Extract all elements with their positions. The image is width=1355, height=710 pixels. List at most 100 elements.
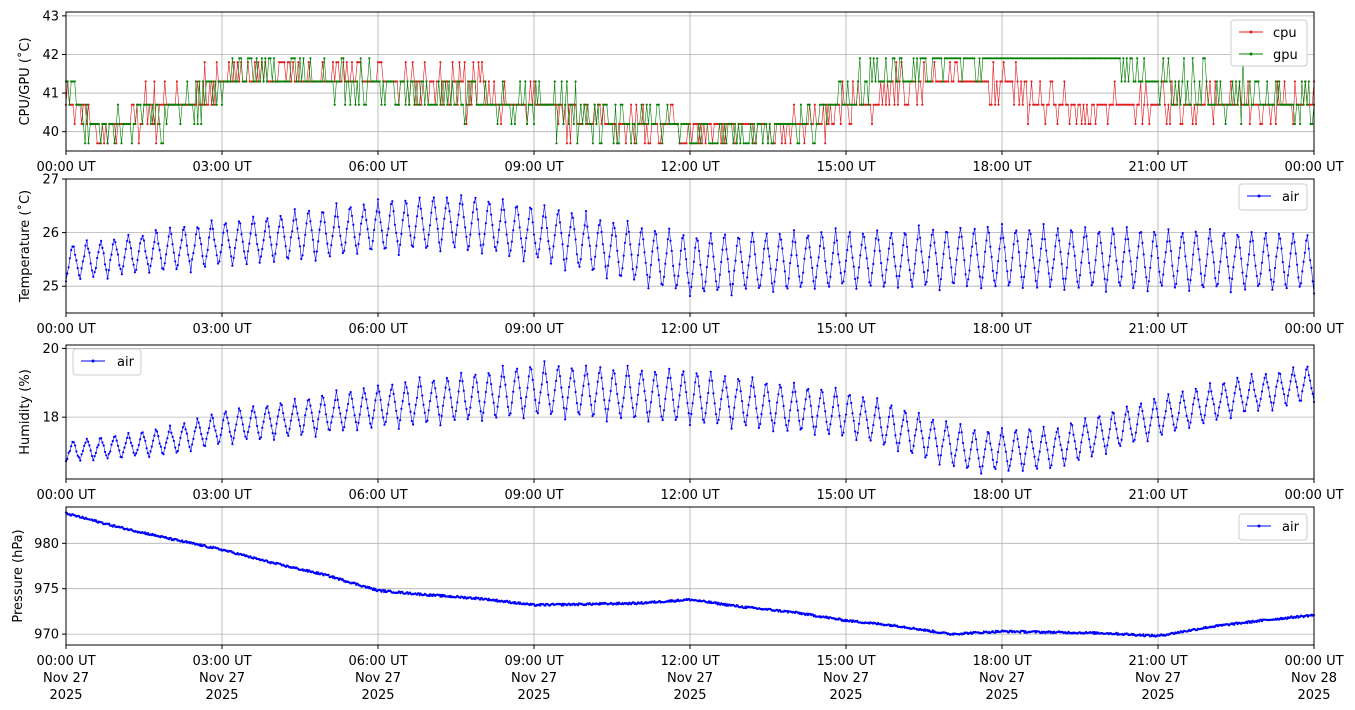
data-point <box>1216 282 1219 286</box>
data-point <box>293 80 296 83</box>
data-point <box>709 142 712 145</box>
data-point <box>1208 80 1212 83</box>
data-point <box>714 413 718 416</box>
data-point <box>1049 80 1052 83</box>
data-point <box>1073 440 1076 443</box>
data-point <box>114 241 117 244</box>
data-point <box>1035 103 1038 106</box>
data-point <box>468 103 471 106</box>
data-point <box>1016 57 1019 60</box>
data-point <box>1192 253 1195 256</box>
data-point <box>877 407 880 410</box>
data-point <box>937 454 940 457</box>
data-point <box>603 398 606 402</box>
data-point <box>1285 103 1288 106</box>
data-point <box>779 122 782 126</box>
data-point <box>1283 80 1286 83</box>
data-point <box>561 395 564 399</box>
data-point <box>803 122 806 126</box>
data-point <box>1255 620 1258 624</box>
data-point <box>1199 413 1202 416</box>
data-point <box>1042 57 1045 60</box>
data-point <box>373 80 376 83</box>
data-point <box>876 57 879 60</box>
data-point <box>1263 237 1266 240</box>
data-point <box>705 401 709 404</box>
data-point <box>79 459 82 462</box>
data-point <box>656 103 659 106</box>
data-point <box>359 57 362 60</box>
data-point <box>999 80 1002 83</box>
data-point <box>555 379 558 382</box>
data-point <box>1264 232 1267 235</box>
data-point <box>1208 103 1212 106</box>
data-point <box>1215 103 1218 106</box>
data-point <box>540 226 543 230</box>
data-point <box>732 142 735 145</box>
data-point <box>616 601 619 604</box>
data-point <box>122 122 125 126</box>
data-point <box>440 414 443 417</box>
data-point <box>274 80 277 83</box>
data-point <box>973 57 976 60</box>
data-point <box>881 80 884 83</box>
data-point <box>453 418 456 421</box>
data-point <box>1101 57 1104 60</box>
data-point <box>116 253 120 256</box>
data-point <box>432 80 435 83</box>
data-point <box>68 257 71 260</box>
data-point <box>1163 416 1166 419</box>
x-tick-label-time: 03:00 UT <box>192 488 251 503</box>
data-point <box>910 80 914 83</box>
data-point <box>1290 242 1293 245</box>
data-point <box>181 539 184 542</box>
data-point <box>1120 103 1123 106</box>
data-point <box>1089 271 1092 274</box>
data-point <box>1140 231 1143 234</box>
data-point <box>532 80 536 83</box>
data-point <box>505 395 508 398</box>
data-point <box>1275 255 1278 258</box>
x-tick-label-time: 09:00 UT <box>504 160 563 175</box>
data-point <box>344 80 347 83</box>
data-point <box>428 103 432 106</box>
data-point <box>1025 57 1028 60</box>
data-point <box>380 229 383 232</box>
data-point <box>694 122 697 126</box>
data-point <box>1112 412 1115 415</box>
series-group-humidity <box>64 360 1316 475</box>
data-point <box>987 57 990 60</box>
data-point <box>1181 232 1184 235</box>
data-point <box>1063 464 1066 467</box>
data-point <box>373 228 376 232</box>
data-point <box>153 434 156 437</box>
data-point <box>917 224 920 227</box>
data-point <box>166 244 169 247</box>
data-point <box>1051 266 1054 270</box>
data-point <box>834 103 837 106</box>
data-point <box>1063 288 1066 291</box>
data-point <box>872 262 875 266</box>
data-point <box>484 390 487 394</box>
data-point <box>1296 386 1299 389</box>
data-point <box>446 80 449 83</box>
data-point <box>309 404 312 407</box>
data-point <box>316 80 319 83</box>
data-point <box>278 80 281 83</box>
data-point <box>874 103 877 106</box>
data-point <box>1205 404 1208 407</box>
data-point <box>231 80 234 83</box>
data-point <box>947 80 950 83</box>
data-point <box>347 402 350 406</box>
data-point <box>956 247 959 250</box>
data-point <box>956 438 959 441</box>
data-point <box>780 122 784 126</box>
data-point <box>159 257 162 260</box>
series-markers-pressure-air <box>64 511 1316 638</box>
data-point <box>1248 122 1251 126</box>
data-point <box>557 122 560 126</box>
data-point <box>159 445 162 448</box>
data-point <box>665 252 668 255</box>
data-point <box>891 80 894 83</box>
data-point <box>675 415 679 419</box>
